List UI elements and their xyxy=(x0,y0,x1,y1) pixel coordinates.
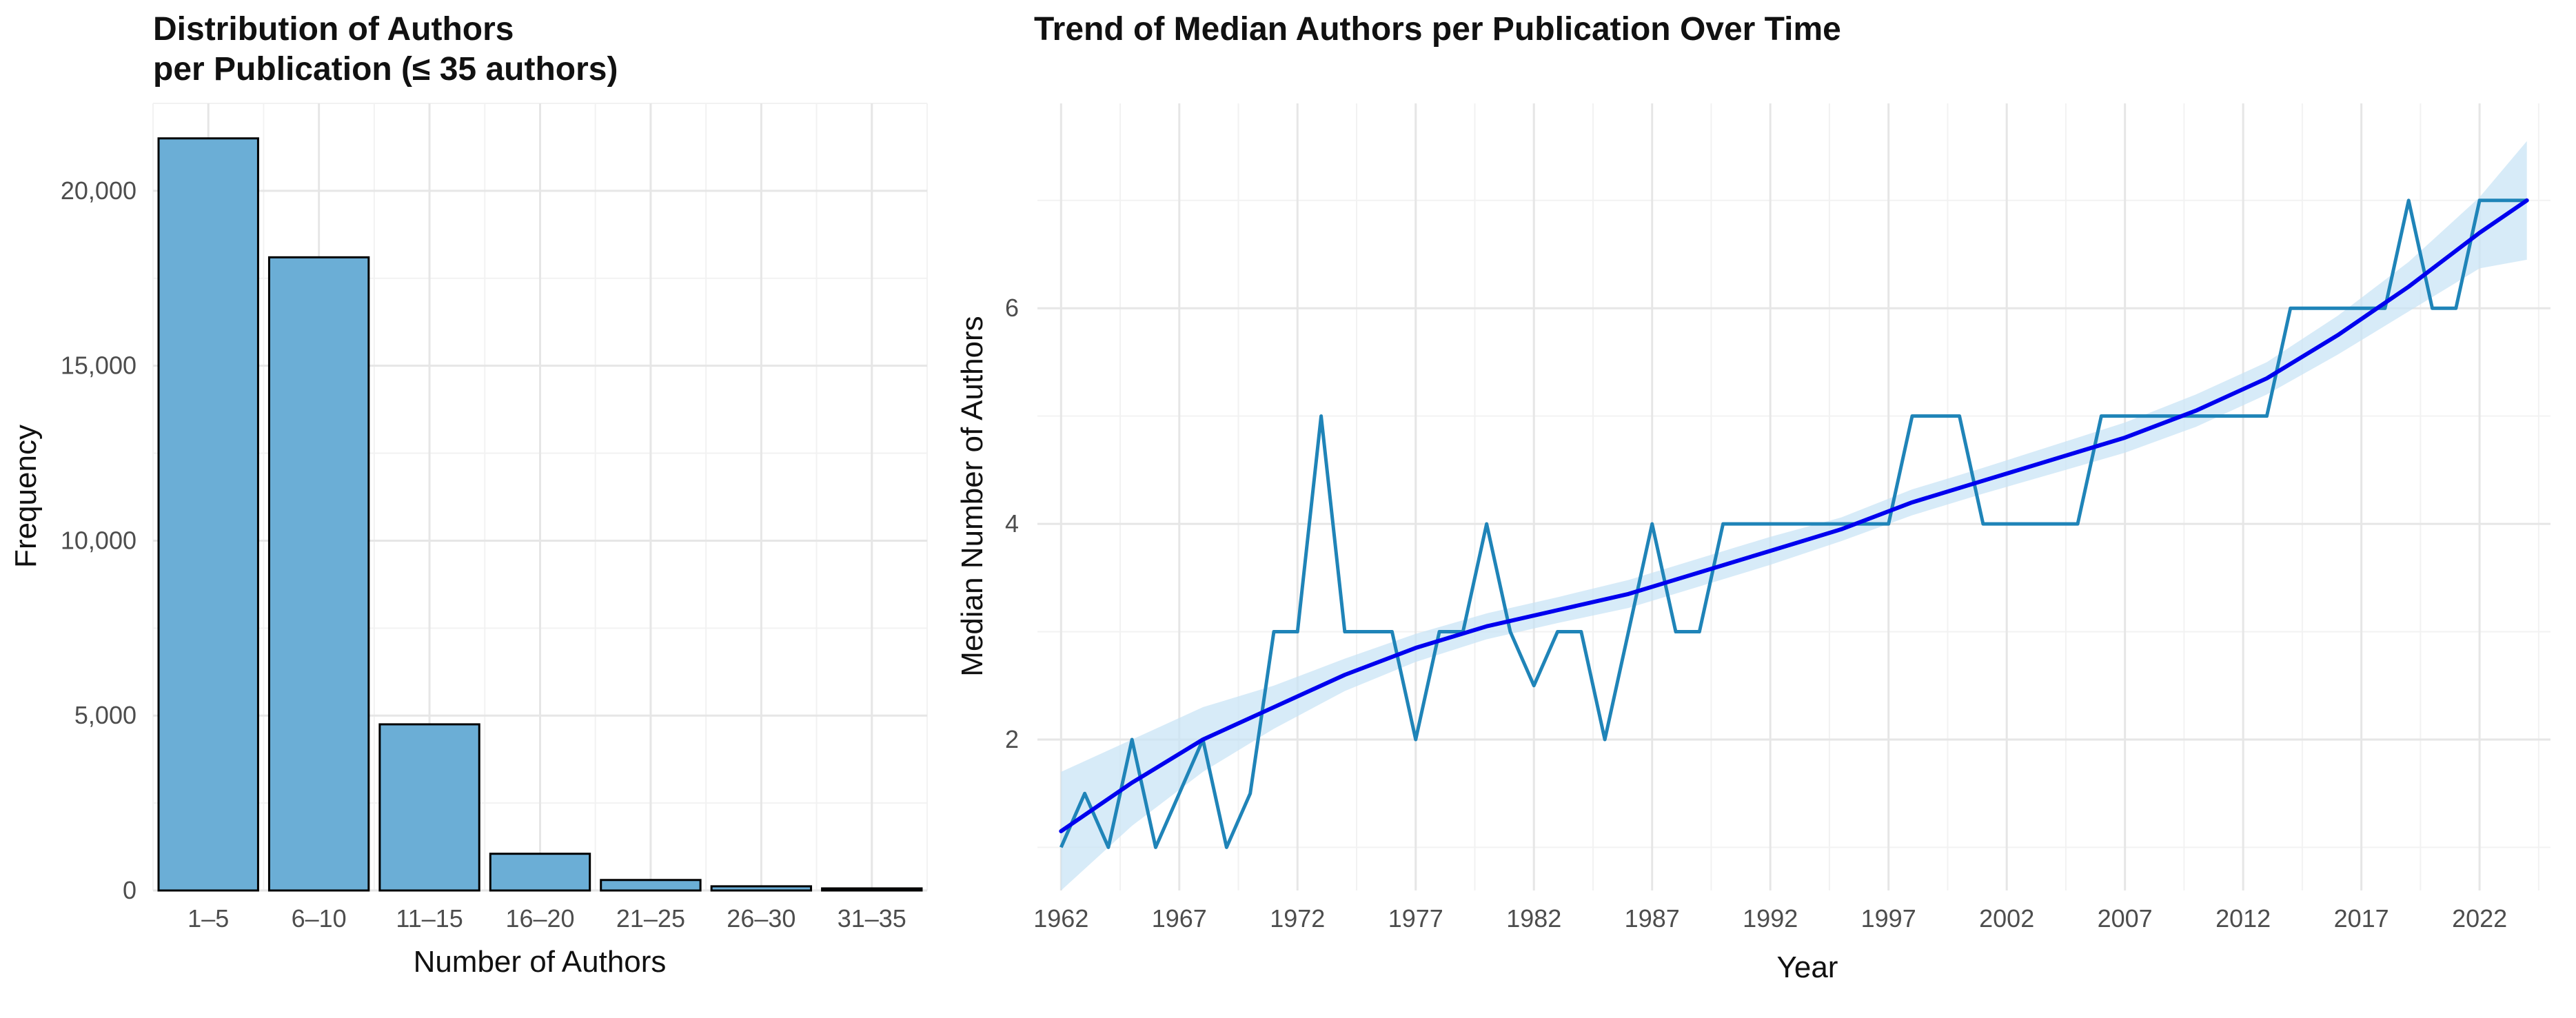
confidence-band xyxy=(1061,141,2527,890)
line-chart: 2 4 6 1962 1967 1972 1977 1982 1987 1992 1997 2002 2… xyxy=(955,103,2550,984)
bar-y-tick-label: 5,000 xyxy=(74,701,136,729)
bar-21–25 xyxy=(600,879,702,892)
line-y-tick-label: 2 xyxy=(1005,725,1019,753)
line-x-tick-label: 2022 xyxy=(2452,904,2507,933)
line-x-tick-label: 2007 xyxy=(2098,904,2153,933)
bar-chart-title: Distribution of Authors per Publication … xyxy=(153,10,773,90)
bar-x-tick-label: 6–10 xyxy=(292,904,347,933)
line-x-tick-label: 1982 xyxy=(1506,904,1561,933)
bar-31–35 xyxy=(821,887,923,892)
bar-y-axis-title: Frequency xyxy=(9,425,43,568)
smoothed-trend-line xyxy=(1059,198,2529,833)
bar-x-tick-label: 31–35 xyxy=(838,904,906,933)
bar-26–30 xyxy=(710,885,813,892)
line-chart-title: Trend of Median Authors per Publication … xyxy=(1034,11,1841,48)
line-x-tick-label: 1962 xyxy=(1033,904,1088,933)
median-authors-line xyxy=(1059,198,2527,849)
bar-x-tick-label: 16–20 xyxy=(505,904,574,933)
line-x-tick-label: 1992 xyxy=(1743,904,1798,933)
line-y-axis-title: Median Number of Authors xyxy=(955,316,989,676)
line-x-tick-label: 2002 xyxy=(1979,904,2034,933)
bar-x-tick-label: 11–15 xyxy=(396,904,463,933)
bar-y-tick-label: 15,000 xyxy=(61,352,136,380)
bar-chart-title-line2: per Publication (≤ 35 authors) xyxy=(153,51,618,88)
line-x-tick-label: 1997 xyxy=(1861,904,1916,933)
bar-11–15 xyxy=(378,723,480,892)
line-x-tick-label: 1977 xyxy=(1388,904,1443,933)
bar-x-tick-label: 26–30 xyxy=(727,904,795,933)
bar-y-tick-label: 0 xyxy=(123,876,136,904)
line-x-tick-label: 1967 xyxy=(1152,904,1207,933)
line-y-tick-label: 6 xyxy=(1005,294,1019,322)
bar-chart: 0 5,000 10,000 15,000 20,000 1–5 6–10 11–15 16–2… xyxy=(9,103,928,979)
bar-y-tick-label: 20,000 xyxy=(61,176,136,205)
bar-1–5 xyxy=(157,137,259,892)
bar-chart-title-line1: Distribution of Authors xyxy=(153,11,514,48)
bar-y-tick-label: 10,000 xyxy=(61,526,136,554)
line-x-axis-title: Year xyxy=(1777,950,1838,984)
bar-x-tick-label: 21–25 xyxy=(616,904,685,933)
line-y-tick-label: 4 xyxy=(1005,509,1019,538)
bar-16–20 xyxy=(489,853,591,892)
bar-x-tick-label: 1–5 xyxy=(187,904,229,933)
bar-6–10 xyxy=(267,256,370,892)
bar-x-axis-title: Number of Authors xyxy=(414,945,667,979)
line-x-tick-label: 2017 xyxy=(2334,904,2389,933)
line-x-tick-label: 1972 xyxy=(1270,904,1325,933)
line-x-tick-label: 2012 xyxy=(2215,904,2271,933)
line-x-tick-label: 1987 xyxy=(1625,904,1680,933)
